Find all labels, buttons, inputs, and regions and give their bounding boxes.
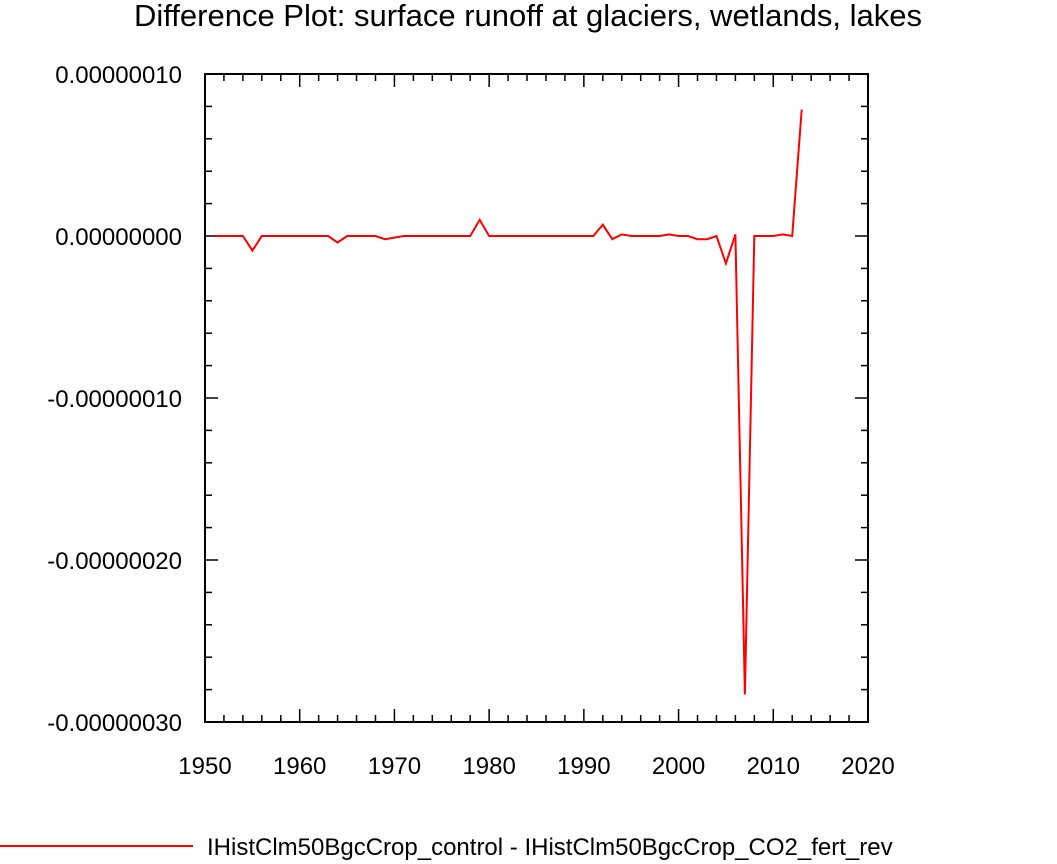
x-tick-label: 1970	[368, 753, 421, 780]
x-tick-label: 1980	[462, 753, 515, 780]
plot-border	[204, 73, 869, 723]
y-tick-label: -0.00000010	[47, 386, 182, 413]
x-tick-label: 1960	[273, 753, 326, 780]
x-tick-label: 1990	[557, 753, 610, 780]
y-axis: 0.00000010 0.00000000 -0.00000010 -0.000000…	[47, 62, 868, 737]
series-layer	[214, 109, 803, 695]
x-tick-label: 2010	[747, 753, 800, 780]
y-tick-label: -0.00000020	[47, 548, 182, 575]
series-line-0	[214, 109, 803, 695]
y-tick-label: -0.00000030	[47, 710, 182, 737]
x-tick-label: 2020	[841, 753, 894, 780]
legend-label: IHistClm50BgcCrop_control - IHistClm50Bg…	[207, 834, 893, 861]
x-tick-label: 2000	[652, 753, 705, 780]
x-axis: 1950 1960 1970 1980 1990 2000 2010 2020	[178, 74, 895, 780]
chart-title: Difference Plot: surface runoff at glaci…	[134, 0, 922, 33]
legend: IHistClm50BgcCrop_control - IHistClm50Bg…	[0, 834, 893, 861]
y-tick-label: 0.00000000	[55, 224, 182, 251]
y-tick-label: 0.00000010	[55, 62, 182, 89]
plot-frame	[204, 73, 869, 723]
x-tick-label: 1950	[178, 753, 231, 780]
